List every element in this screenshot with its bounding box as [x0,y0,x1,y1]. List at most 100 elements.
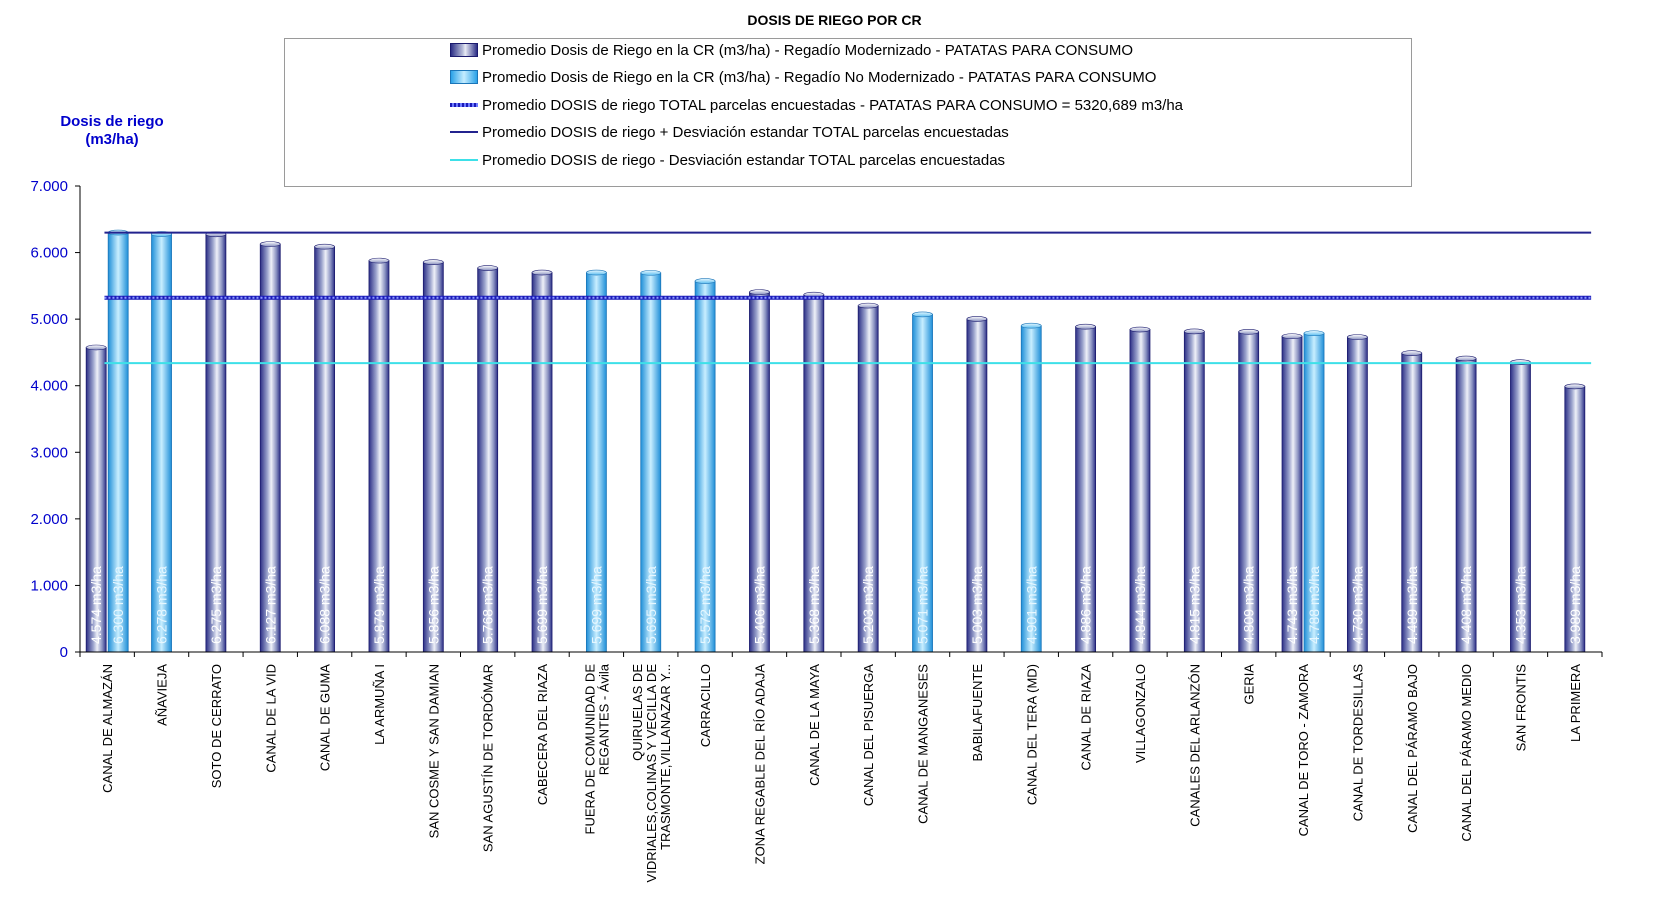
bar-cap [586,269,607,276]
bar-cap [531,269,553,276]
legend-swatch-no-modernizado [450,70,478,84]
bar-cap [477,265,498,271]
y-axis-label: Dosis de riego (m3/ha) [52,113,172,149]
x-category-label: GERIA [1242,664,1257,705]
bar-cap [1281,333,1303,340]
bar-value-labels-layer: 4.574 m3/ha 6.300 m3/ha 6.278 m3/ha 6.275 m… [88,566,1583,644]
x-category-label: CANAL DE RIAZA [1079,664,1094,771]
bar-value-label: 4.844 m3/ha [1132,566,1148,644]
x-category-label: CANALES DEL ARLANZÓN [1187,664,1202,827]
bar-value-label: 3.989 m3/ha [1567,566,1583,644]
bar-value-label: 4.901 m3/ha [1023,566,1039,644]
y-tick-label: 5.000 [30,311,68,328]
legend-item-minus-sd-line: Promedio DOSIS de riego - Desviación est… [450,149,1005,171]
legend-swatch-minus-sd-line [450,153,478,167]
bar-value-label: 5.071 m3/ha [915,566,931,644]
x-category-label: VIDRIALES,COLINAS Y VECILLA DE [644,664,659,883]
y-axis-label-line-1: Dosis de riego [60,113,164,130]
bar-cap [966,316,988,322]
x-category-label: CANAL DE ALMAZÁN [100,664,115,793]
bar-cap [640,270,662,276]
bar-cap [259,241,281,247]
bar-cap [1564,383,1586,390]
bars-layer [85,229,1586,653]
bar-value-label: 6.300 m3/ha [110,566,126,644]
legend-item-plus-sd-line: Promedio DOSIS de riego + Desviación est… [450,121,1009,143]
y-tick-label: 6.000 [30,245,68,262]
x-category-label: CANAL DEL TERA (MD) [1024,664,1039,805]
bar-cap [857,302,879,309]
bar-modernizado [531,269,553,653]
legend-label-no-modernizado: Promedio Dosis de Riego en la CR (m3/ha)… [482,68,1157,86]
bar-modernizado [422,259,444,653]
bar-modernizado [1129,326,1151,653]
x-category-label: SAN COSME Y SAN DAMIAN [426,664,441,838]
x-category-label: SAN AGUSTÍN DE TORDÓMAR [481,664,496,852]
bar-value-label: 5.203 m3/ha [860,566,876,644]
legend-swatch-modernizado [450,43,478,57]
bar-value-label: 4.886 m3/ha [1078,566,1094,644]
legend-label-minus-sd-line: Promedio DOSIS de riego - Desviación est… [482,151,1006,169]
y-tick-label: 0 [60,644,68,661]
bar-cap [1075,323,1096,330]
bar-value-label: 4.574 m3/ha [88,566,104,644]
bar-value-label: 6.088 m3/ha [317,566,333,644]
bar-cap [85,344,107,351]
x-category-label: REGANTES - Ávila [596,663,611,775]
x-category-label: QUIRUELAS DE [630,664,645,761]
bar-cap [1184,328,1205,335]
x-category-label: VILLAGONZALO [1133,664,1148,763]
bar-value-label: 6.278 m3/ha [154,566,170,644]
bar-value-label: 5.699 m3/ha [534,566,550,644]
y-axis-ticks: 0 1.000 2.000 3.000 4.000 5.000 6.000 7.000 [30,178,80,661]
legend-swatch-mean-line [450,98,478,112]
y-tick-label: 2.000 [30,511,68,528]
bar-cap [368,257,390,264]
bar-value-label: 4.730 m3/ha [1349,566,1365,644]
bar-cap [314,243,335,250]
x-category-label: LA ARMUÑA I [372,664,387,745]
bar-value-label: 5.572 m3/ha [697,566,713,644]
bar-value-label: 5.699 m3/ha [588,566,604,644]
x-category-label: CANAL DE GUMA [318,664,333,771]
x-category-label: CANAL DE TORO - ZAMORA [1296,664,1311,837]
bar-value-label: 5.879 m3/ha [371,566,387,644]
y-tick-label: 7.000 [30,178,68,195]
x-category-label: ZONA REGABLE DEL RÍO ADAJA [752,664,767,865]
x-category-label: CANAL DEL PÁRAMO MEDIO [1459,664,1474,841]
bar-value-label: 4.788 m3/ha [1306,566,1322,644]
bar-value-label: 4.743 m3/ha [1284,566,1300,644]
legend-label-modernizado: Promedio Dosis de Riego en la CR (m3/ha)… [482,41,1134,59]
bar-cap [1455,355,1477,362]
bar-value-label: 5.856 m3/ha [425,566,441,644]
bar-modernizado [1238,329,1260,653]
chart-legend: Promedio Dosis de Riego en la CR (m3/ha)… [284,38,1412,187]
bar-value-label: 5.406 m3/ha [751,566,767,644]
y-tick-label: 3.000 [30,444,68,461]
x-category-label: TRASMONTE,VILLANAZAR Y... [658,664,673,850]
x-category-label: SOTO DE CERRATO [209,664,224,788]
legend-label-plus-sd-line: Promedio DOSIS de riego + Desviación est… [482,123,1009,141]
bar-value-label: 5.003 m3/ha [969,566,985,644]
bar-modernizado [85,344,107,653]
bar-value-label: 6.127 m3/ha [262,566,278,644]
bar-value-label: 5.695 m3/ha [643,566,659,644]
y-tick-label: 4.000 [30,378,68,395]
bar-value-label: 4.353 m3/ha [1512,566,1528,644]
legend-label-mean-line: Promedio DOSIS de riego TOTAL parcelas e… [482,96,1184,114]
x-category-label: CANAL DE LA VID [263,664,278,773]
bar-cap [423,259,444,265]
bar-cap [1238,329,1259,335]
legend-item-modernizado: Promedio Dosis de Riego en la CR (m3/ha)… [450,39,1133,61]
legend-item-mean-line: Promedio DOSIS de riego TOTAL parcelas e… [450,94,1183,116]
x-category-label: AÑAVIEJA [155,664,170,726]
x-category-label: CANAL DE MANGANESES [916,664,931,824]
bar-cap [1129,326,1151,333]
bar-cap [1303,330,1325,337]
x-category-label: CABECERA DEL RIAZA [535,664,550,805]
bar-value-label: 4.809 m3/ha [1241,566,1257,644]
y-axis-label-line-2: (m3/ha) [85,131,139,148]
x-category-label: SAN FRONTIS [1513,664,1528,752]
reference-lines-layer [104,231,1592,365]
x-category-label: CARRACILLO [698,664,713,747]
